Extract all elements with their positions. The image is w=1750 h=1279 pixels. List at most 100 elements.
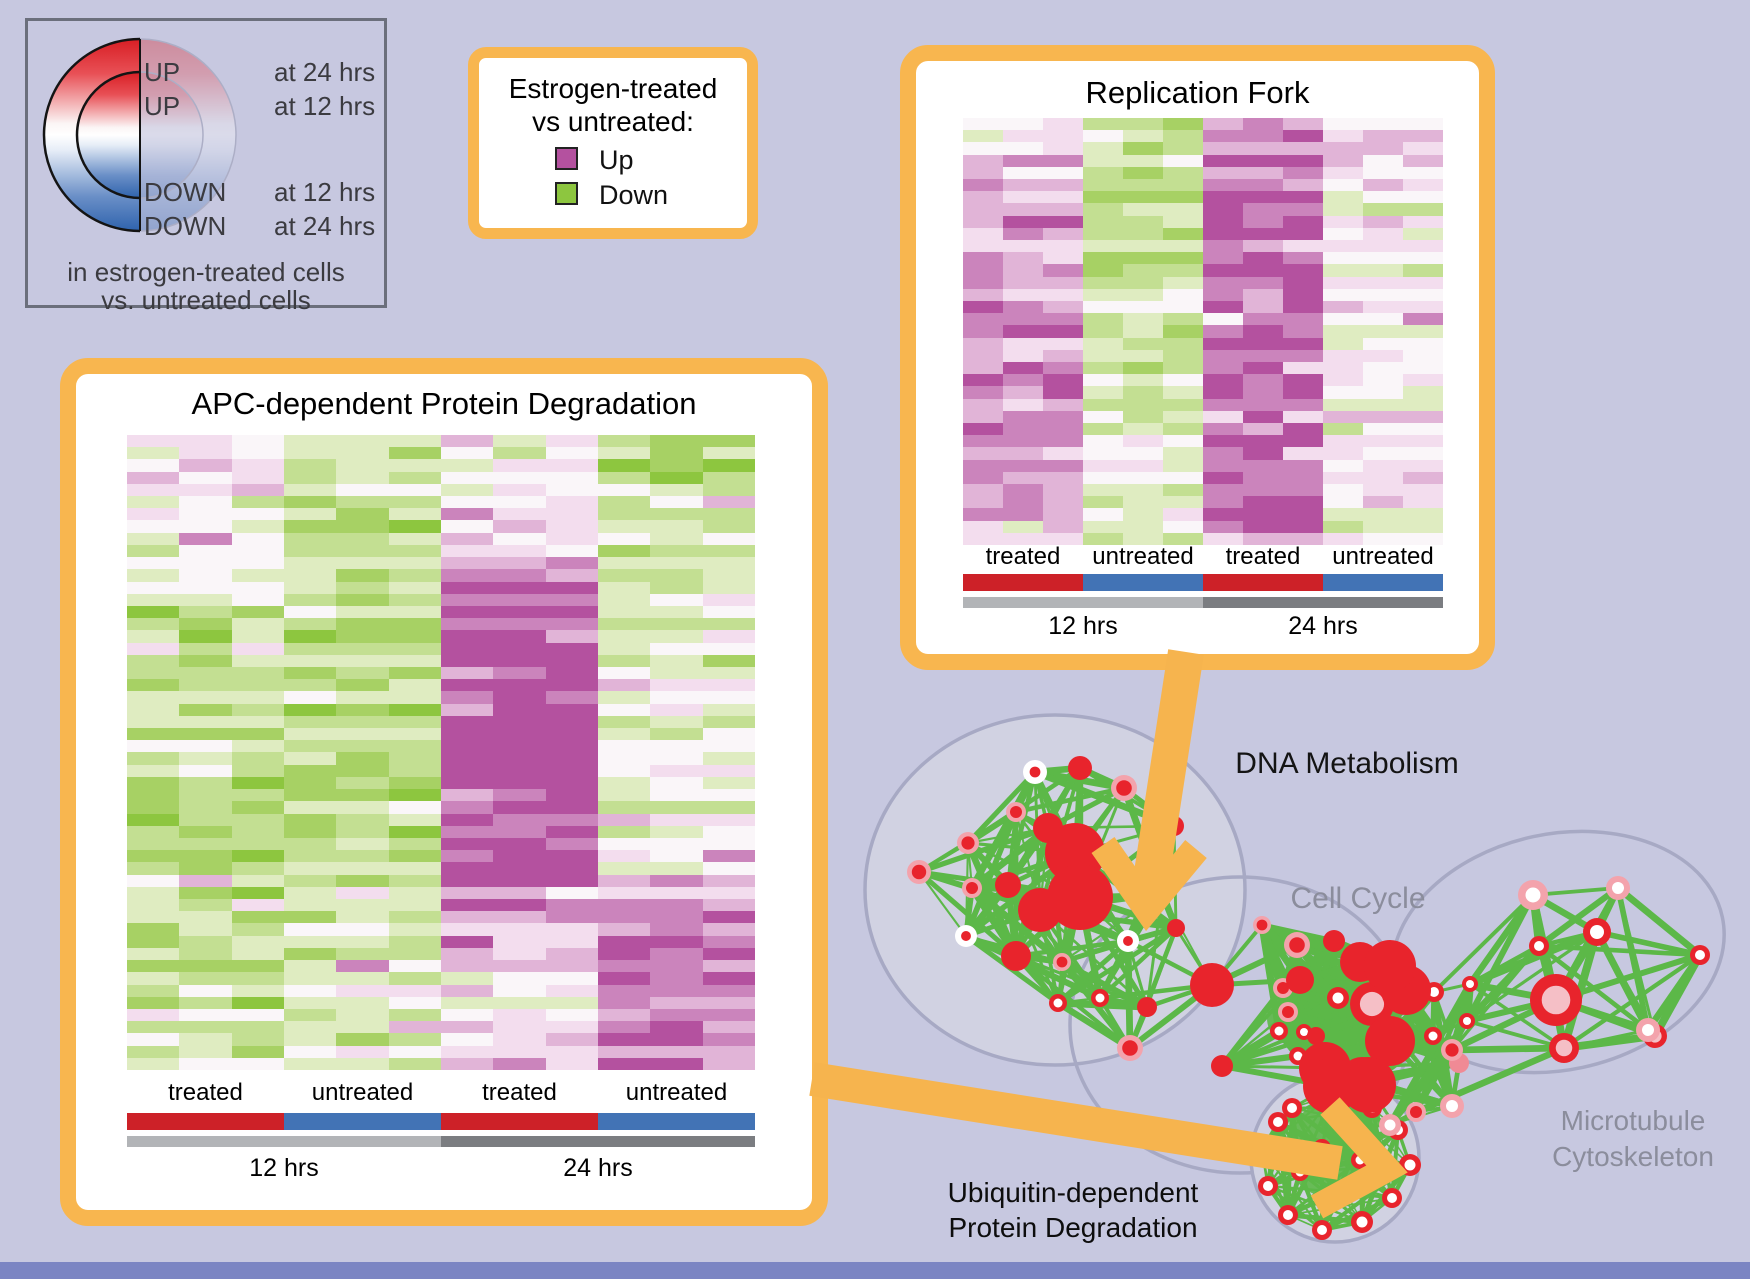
network-node <box>1459 1013 1475 1029</box>
network-edge <box>1266 1184 1290 1217</box>
network-edge <box>1260 922 1299 948</box>
network-edge <box>917 870 1018 958</box>
heatmap-cell <box>545 960 598 973</box>
heatmap-cell <box>1123 252 1163 265</box>
heatmap-cell <box>1163 508 1203 521</box>
heatmap-cell <box>1123 325 1163 338</box>
heatmap-cell <box>650 459 703 472</box>
heatmap-cell <box>1043 349 1083 362</box>
network-node-core <box>1295 1167 1305 1177</box>
heatmap-cell <box>179 459 232 472</box>
network-edge <box>1330 1059 1460 1090</box>
heatmap-cell <box>1203 191 1243 204</box>
heatmap-cell <box>597 825 651 838</box>
heatmap-cell <box>702 960 755 973</box>
heatmap-cell <box>283 483 337 497</box>
heatmap-cell <box>493 544 546 558</box>
heatmap-cell <box>127 837 180 851</box>
legend-direction: DOWN <box>144 211 227 241</box>
network-edge <box>1303 1030 1391 1043</box>
heatmap-cell <box>127 764 180 777</box>
heatmap-cell <box>1243 264 1283 277</box>
heatmap-cell <box>493 984 546 997</box>
network-node-core <box>1116 780 1132 796</box>
heatmap-cell <box>1003 178 1043 192</box>
figure-bottom-strip <box>0 1262 1750 1279</box>
network-edge <box>1320 1146 1394 1200</box>
network-edge <box>1322 964 1393 1070</box>
heatmap-cell <box>127 557 180 570</box>
network-edge <box>970 886 1060 1005</box>
network-edge <box>1278 987 1407 1034</box>
heatmap-cell <box>231 752 284 765</box>
heatmap-cell <box>179 911 232 924</box>
microtubule-label-line1: Microtubule <box>1560 1105 1706 1136</box>
heatmap-cell <box>336 776 389 790</box>
heatmap-cell <box>336 1021 389 1034</box>
heatmap-cell <box>1363 239 1403 253</box>
heatmap-cell <box>702 899 755 912</box>
heatmap-cell <box>231 776 284 790</box>
edge-density-blob <box>1267 990 1323 1046</box>
heatmap-cell <box>1363 288 1403 301</box>
heatmap-cell <box>702 557 755 570</box>
network-edge <box>1038 786 1126 912</box>
cluster-label-dna-metabolism: DNA Metabolism <box>1235 747 1459 780</box>
heatmap-cell <box>1403 239 1443 253</box>
network-edge <box>1266 1146 1324 1188</box>
heatmap-cell <box>1283 178 1323 192</box>
heatmap-cell <box>231 532 284 545</box>
legend-time: at 24 hrs <box>274 211 376 241</box>
heatmap-cell <box>1083 508 1123 521</box>
network-edge <box>1367 1060 1460 1088</box>
network-node <box>1530 974 1582 1026</box>
heatmap-cell <box>1123 313 1163 326</box>
heatmap-cell <box>336 813 389 826</box>
heatmap-cell <box>1403 410 1443 423</box>
heatmap-cell <box>179 764 232 777</box>
heatmap-cell <box>179 899 232 912</box>
network-edge <box>1266 1107 1294 1187</box>
heatmap-cell <box>650 508 703 521</box>
network-edge <box>1359 960 1391 968</box>
network-edge <box>1538 943 1701 958</box>
rf-group-labels: treated untreated treated untreated <box>963 543 1443 570</box>
heatmap-cell <box>493 1008 546 1022</box>
network-edge <box>1617 886 1701 957</box>
network-edge <box>1358 1107 1374 1161</box>
heatmap-cell <box>179 679 232 692</box>
network-node <box>1462 976 1478 992</box>
updown-legend-title-line1: Estrogen-treated <box>508 73 718 104</box>
network-edge <box>1296 943 1361 964</box>
network-edge <box>1298 976 1374 1008</box>
heatmap-cell <box>283 874 337 887</box>
heatmap-cell <box>388 581 441 594</box>
heatmap-cell <box>231 740 284 753</box>
heatmap-cell <box>127 911 180 924</box>
heatmap-cell <box>963 508 1003 521</box>
heatmap-cell <box>231 1033 284 1046</box>
network-node-core <box>1555 1039 1573 1057</box>
heatmap-cell <box>1203 215 1243 228</box>
network-edge <box>1337 1190 1393 1200</box>
network-edge <box>1038 906 1130 945</box>
heatmap-cell <box>493 508 546 521</box>
heatmap-cell <box>1363 203 1403 216</box>
heatmap-cell <box>1323 239 1363 253</box>
network-edge <box>1060 960 1102 1000</box>
heatmap-cell <box>1203 118 1243 131</box>
heatmap-cell <box>1403 374 1443 387</box>
heatmap-cell <box>1323 252 1363 265</box>
heatmap-cell <box>1203 337 1243 350</box>
heatmap-cell <box>440 825 494 838</box>
heatmap-cell <box>545 764 598 777</box>
heatmap-cell <box>1043 300 1083 314</box>
heatmap-cell <box>231 935 284 948</box>
heatmap-cell <box>336 764 389 777</box>
network-edge <box>1277 1120 1361 1162</box>
heatmap-cell <box>1003 386 1043 399</box>
heatmap-cell <box>440 508 494 521</box>
heatmap-cell <box>545 1021 598 1034</box>
network-edge <box>1260 1121 1280 1151</box>
heatmap-cell <box>1243 435 1283 448</box>
